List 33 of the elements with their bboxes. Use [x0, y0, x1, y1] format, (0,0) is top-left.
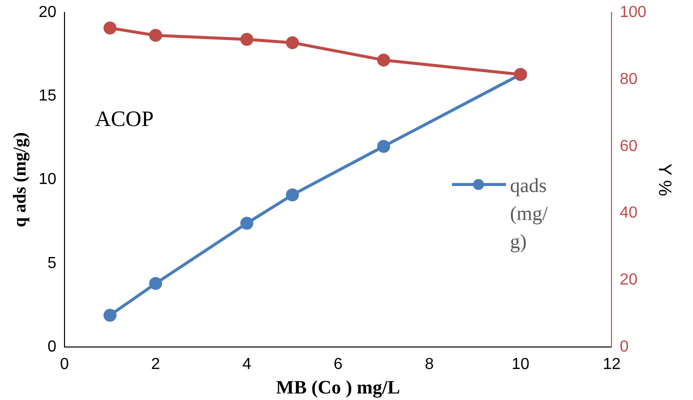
y2-tick-label: 20: [620, 272, 638, 289]
legend-label: qads(mg/g): [510, 174, 549, 255]
y2-tick-label: 60: [620, 138, 638, 155]
y2-tick-label: 40: [620, 204, 638, 222]
y-axis-title: q ads (mg/g): [9, 132, 30, 228]
x-tick-label: 6: [334, 356, 343, 374]
annotation: ACOP: [95, 106, 154, 132]
y2-tick-label: 80: [620, 70, 638, 88]
x-tick-label: 4: [242, 356, 252, 374]
point: [240, 32, 254, 46]
y-tick-label: 0: [47, 338, 56, 356]
point: [240, 216, 254, 230]
y2-axis-title: Y %: [655, 163, 676, 196]
point: [286, 36, 299, 50]
point: [377, 140, 390, 153]
y-tick-label: 5: [47, 254, 56, 272]
x-tick-label: 0: [60, 356, 69, 374]
x-tick-label: 10: [512, 356, 530, 374]
point: [149, 28, 162, 42]
point: [286, 188, 299, 202]
point: [149, 276, 162, 290]
point: [104, 308, 117, 322]
x-axis-title: MB (Co ) mg/L: [276, 378, 400, 399]
point: [377, 54, 390, 67]
x-tick-label: 12: [602, 356, 621, 374]
y2-tick-label: 0: [620, 338, 629, 356]
point: [104, 21, 117, 34]
y-tick-label: 10: [38, 171, 56, 188]
y2-tick-label: 100: [620, 4, 646, 22]
x-tick-label: 2: [151, 356, 160, 374]
y-tick-label: 20: [38, 4, 56, 22]
y-tick-label: 15: [38, 88, 56, 105]
x-tick-label: 8: [424, 356, 434, 374]
